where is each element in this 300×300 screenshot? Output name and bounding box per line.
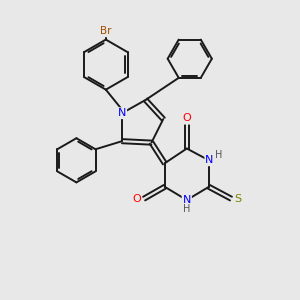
Text: O: O: [182, 113, 191, 124]
Text: Br: Br: [100, 26, 112, 36]
Text: O: O: [132, 194, 141, 204]
Text: N: N: [205, 155, 214, 165]
Text: N: N: [183, 195, 191, 205]
Text: S: S: [234, 194, 241, 204]
Text: H: H: [182, 204, 190, 214]
Text: H: H: [214, 150, 222, 160]
Text: N: N: [118, 108, 126, 118]
